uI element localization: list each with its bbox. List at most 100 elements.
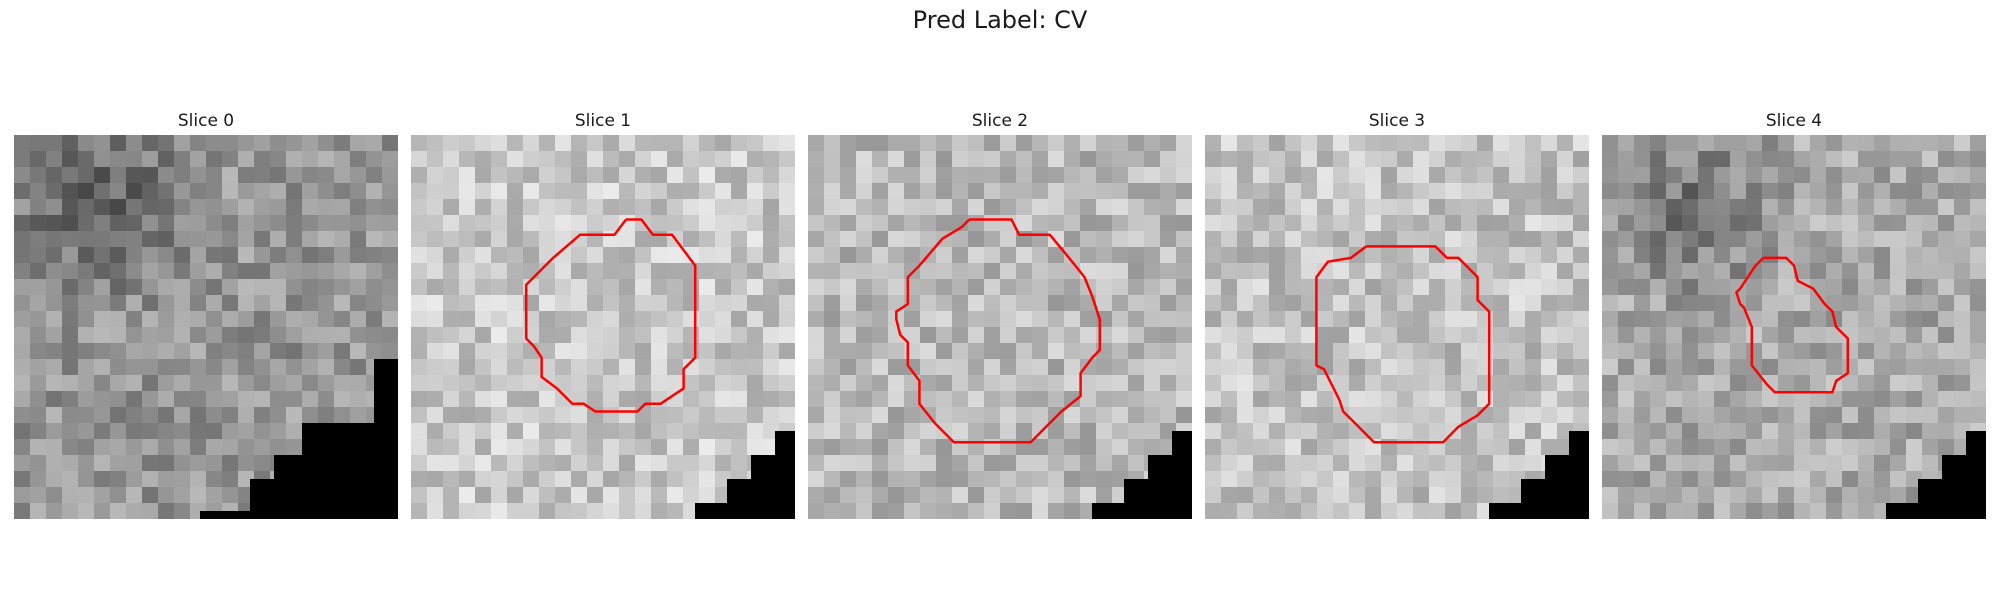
pixel-cell [1445,455,1462,472]
pixel-cell [651,151,668,168]
pixel-cell [1000,167,1017,184]
pixel-cell [1413,503,1430,519]
pixel-cell [1954,263,1971,280]
pixel-cell [1858,471,1875,488]
pixel-cell [683,439,700,456]
pixel-cell [1413,343,1430,360]
pixel-cell [1445,135,1462,152]
pixel-cell [1842,359,1859,376]
pixel-cell [603,279,620,296]
pixel-cell [126,247,143,264]
pixel-cell [190,471,207,488]
pixel-cell [587,407,604,424]
pixel-cell [1493,279,1510,296]
pixel-cell [254,455,271,472]
pixel-cell [1842,311,1859,328]
pixel-cell [1365,327,1382,344]
pixel-cell [491,135,508,152]
pixel-cell [1842,471,1859,488]
pixel-cell [968,215,985,232]
pixel-cell [1650,215,1667,232]
pixel-cell [619,231,636,248]
pixel-cell [1048,135,1065,152]
pixel-cell [1938,311,1955,328]
pixel-cell [382,311,398,328]
pixel-cell [1080,455,1097,472]
pixel-cell [571,503,588,519]
pixel-cell [254,311,271,328]
pixel-cell [904,487,921,504]
pixel-cell [475,391,492,408]
pixel-cell [46,359,63,376]
pixel-cell [1477,183,1494,200]
pixel-cell [1285,311,1302,328]
pixel-cell [1253,311,1270,328]
pixel-cell [1618,279,1635,296]
pixel-cell [1602,167,1619,184]
pixel-cell [1906,151,1923,168]
pixel-cell [1541,231,1558,248]
pixel-cell [1032,359,1049,376]
pixel-cell [1509,279,1526,296]
pixel-cell [1381,199,1398,216]
pixel-cell [14,199,31,216]
pixel-cell [126,407,143,424]
pixel-cell [1016,487,1033,504]
pixel-cell [619,295,636,312]
pixel-cell [1493,231,1510,248]
pixel-cell [78,327,95,344]
pixel-cell [222,327,239,344]
pixel-cell [1333,503,1350,519]
pixel-cell [763,151,780,168]
pixel-cell [190,199,207,216]
pixel-cell [491,375,508,392]
pixel-cell [286,327,303,344]
pixel-cell [1730,311,1747,328]
pixel-cell [1810,247,1827,264]
pixel-cell [382,135,398,152]
pixel-cell [427,471,444,488]
pixel-cell [587,439,604,456]
pixel-cell [126,215,143,232]
pixel-cell [888,295,905,312]
pixel-cell [507,199,524,216]
pixel-cell [1762,311,1779,328]
pixel-cell [840,135,857,152]
pixel-cell [1144,423,1161,440]
pixel-cell [936,503,953,519]
pixel-cell [1970,327,1986,344]
pixel-cell [952,263,969,280]
pixel-cell [1128,247,1145,264]
pixel-cell [824,423,841,440]
pixel-cell [1954,407,1971,424]
pixel-cell [571,311,588,328]
pixel-cell [1096,471,1113,488]
pixel-cell [603,311,620,328]
pixel-cell [539,135,556,152]
pixel-cell [475,279,492,296]
pixel-cell [1317,407,1334,424]
pixel-cell [824,231,841,248]
pixel-cell [158,439,175,456]
pixel-cell [683,167,700,184]
pixel-cell [1349,503,1366,519]
pixel-cell [683,295,700,312]
pixel-cell [206,423,223,440]
pixel-cell [1333,231,1350,248]
pixel-cell [1381,487,1398,504]
pixel-cell [1650,327,1667,344]
pixel-cell [523,167,540,184]
pixel-cell [174,423,191,440]
pixel-cell [222,391,239,408]
pixel-cell [459,455,476,472]
pixel-cell [190,391,207,408]
pixel-cell [222,471,239,488]
pixel-cell [1429,343,1446,360]
pixel-cell [1618,135,1635,152]
pixel-cell [920,391,937,408]
pixel-cell [190,343,207,360]
pixel-cell [302,359,319,376]
pixel-cell [270,359,287,376]
pixel-cell [555,183,572,200]
pixel-cell [920,311,937,328]
